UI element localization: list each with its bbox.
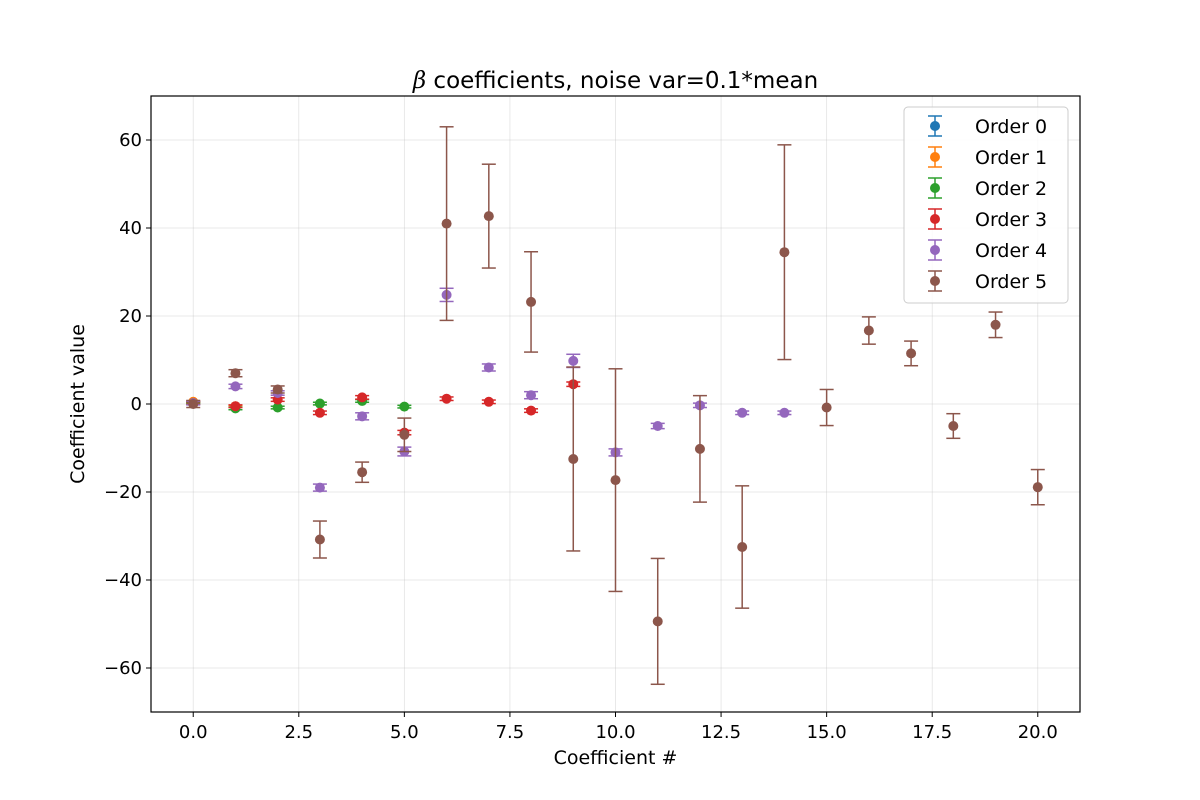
data-point (737, 407, 748, 418)
data-point (779, 247, 790, 258)
y-tick-label: 20 (119, 306, 142, 327)
legend-marker (930, 152, 940, 162)
legend-label: Order 5 (975, 271, 1047, 293)
data-point (399, 429, 410, 440)
data-point (990, 319, 1001, 330)
data-point (230, 401, 241, 412)
data-point (568, 454, 579, 464)
y-tick-label: 40 (119, 218, 142, 239)
data-point (314, 407, 325, 418)
y-tick-label: 0 (131, 394, 142, 415)
x-tick-label: 7.5 (496, 722, 525, 743)
series-layer (186, 126, 1045, 686)
legend-item: Order 5 (928, 270, 1047, 293)
data-point (779, 407, 790, 418)
legend-marker (930, 121, 940, 131)
data-point (314, 534, 325, 545)
data-point (526, 390, 537, 401)
data-point (483, 396, 494, 407)
y-tick-label: −60 (104, 658, 142, 679)
y-tick-label: −20 (104, 482, 142, 503)
legend-marker (930, 276, 940, 286)
legend-marker (930, 245, 940, 255)
data-point (188, 399, 199, 409)
legend-label: Order 0 (975, 116, 1047, 138)
data-point (652, 421, 663, 431)
data-point (357, 467, 368, 478)
x-tick-label: 5.0 (390, 722, 419, 743)
legend-box (903, 106, 1069, 304)
data-point (694, 443, 705, 454)
data-point (357, 411, 368, 422)
data-point (357, 392, 368, 403)
legend-item: Order 3 (928, 208, 1047, 231)
data-point (441, 218, 452, 229)
data-point (610, 475, 621, 486)
data-point (906, 348, 917, 359)
legend-marker (930, 214, 940, 224)
legend-label: Order 1 (975, 147, 1047, 169)
data-point (483, 362, 494, 373)
data-point (863, 325, 874, 336)
x-tick-label: 17.5 (912, 722, 952, 743)
legend-marker (930, 183, 940, 193)
series-order-5 (186, 126, 1045, 686)
legend-item: Order 0 (928, 115, 1047, 138)
legend-item: Order 1 (928, 146, 1047, 169)
y-axis-label: Coefficient value (67, 324, 89, 484)
data-point (526, 296, 537, 307)
data-point (230, 368, 241, 379)
data-point (1032, 482, 1043, 493)
x-tick-label: 10.0 (595, 722, 635, 743)
data-point (526, 405, 537, 416)
x-tick-label: 20.0 (1018, 722, 1058, 743)
data-point (441, 393, 452, 404)
legend-label: Order 3 (975, 209, 1047, 231)
x-tick-label: 12.5 (701, 722, 741, 743)
legend: Order 0 Order 1 Order 2 Order 3 Order 4 Order… (903, 106, 1069, 304)
data-point (399, 401, 410, 412)
data-point (314, 398, 325, 409)
legend-item: Order 2 (928, 177, 1047, 200)
axis-ticks: 0.0 2.5 5.0 7.5 10.0 12.5 15.0 17.5 20.0 −60 −40 −2… (104, 130, 1058, 743)
y-tick-label: −40 (104, 570, 142, 591)
legend-label: Order 4 (975, 240, 1047, 262)
data-point (568, 355, 579, 366)
data-point (230, 381, 241, 392)
legend-item: Order 4 (928, 239, 1047, 262)
data-point (652, 616, 663, 627)
x-tick-label: 15.0 (807, 722, 847, 743)
data-point (948, 421, 959, 431)
data-point (272, 402, 283, 413)
y-tick-label: 60 (119, 130, 142, 151)
data-point (483, 211, 494, 222)
data-point (737, 542, 748, 552)
data-point (821, 402, 832, 413)
legend-label: Order 2 (975, 178, 1047, 200)
x-tick-label: 2.5 (284, 722, 313, 743)
data-point (314, 482, 325, 493)
x-axis-label: Coefficient # (554, 747, 678, 769)
data-point (272, 384, 283, 395)
chart-title: β coefficients, noise var=0.1*mean (412, 68, 818, 94)
x-tick-label: 0.0 (179, 722, 208, 743)
